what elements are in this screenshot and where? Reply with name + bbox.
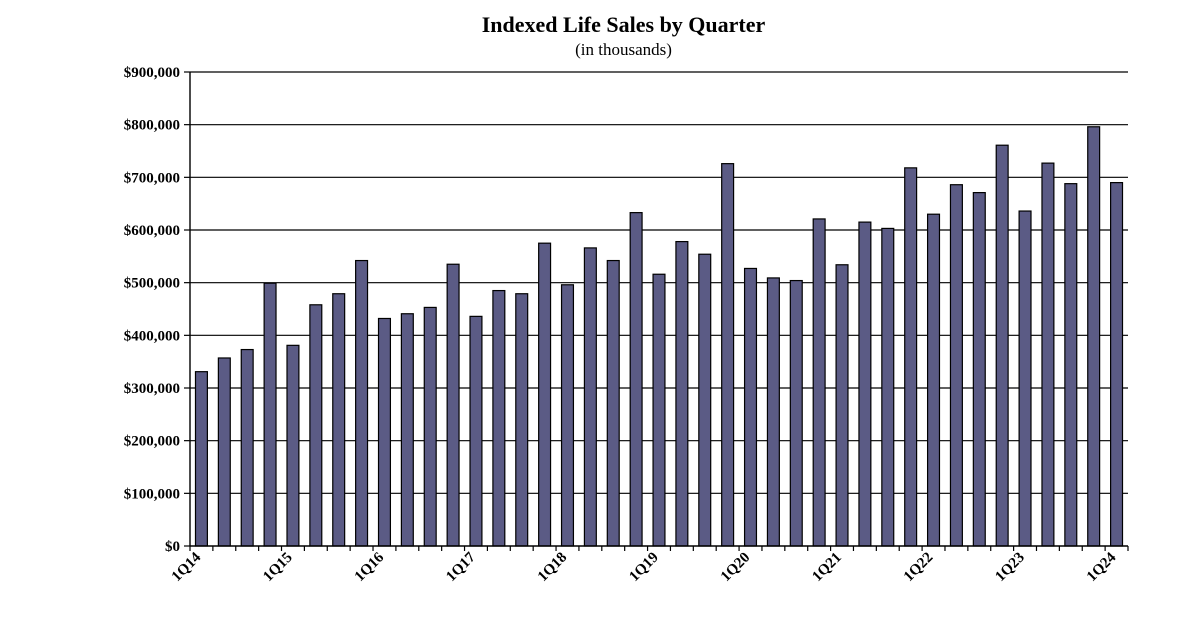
bar bbox=[217, 357, 231, 547]
bar bbox=[652, 273, 666, 547]
bar bbox=[926, 213, 941, 547]
chart-subtitle: (in thousands) bbox=[575, 40, 672, 59]
y-tick-label: $700,000 bbox=[124, 170, 180, 186]
y-tick-label: $300,000 bbox=[124, 381, 180, 397]
bar bbox=[583, 247, 597, 547]
bar bbox=[1087, 126, 1101, 547]
bar bbox=[995, 144, 1009, 547]
y-tick-label: $500,000 bbox=[124, 276, 180, 292]
x-tick-label: 1Q21 bbox=[809, 550, 844, 585]
y-tick-label: $600,000 bbox=[124, 223, 180, 239]
bar bbox=[492, 289, 506, 547]
bar bbox=[812, 218, 826, 547]
bar bbox=[1041, 162, 1055, 547]
bar bbox=[1018, 210, 1032, 547]
y-tick-label: $400,000 bbox=[124, 328, 180, 344]
bar bbox=[698, 253, 712, 547]
bar bbox=[538, 242, 552, 547]
bar bbox=[286, 344, 300, 547]
x-tick-label: 1Q20 bbox=[718, 550, 753, 585]
bar bbox=[972, 192, 986, 547]
bar bbox=[240, 348, 254, 547]
y-tick-label: $200,000 bbox=[124, 434, 180, 450]
bar bbox=[194, 371, 208, 547]
y-tick-labels: $0 $100,000 $200,000 $300,000 $400,000 $500,0… bbox=[124, 65, 180, 555]
bar bbox=[949, 184, 963, 547]
bar bbox=[743, 267, 758, 547]
bars bbox=[194, 126, 1124, 547]
bar bbox=[469, 315, 483, 547]
bar bbox=[377, 317, 392, 547]
axes bbox=[184, 71, 1129, 551]
bar bbox=[446, 263, 460, 547]
bar bbox=[606, 259, 620, 547]
bar bbox=[423, 306, 437, 547]
x-tick-label: 1Q19 bbox=[626, 550, 661, 585]
bar bbox=[263, 282, 277, 547]
bar bbox=[560, 284, 575, 547]
bar bbox=[629, 212, 643, 547]
chart-title: Indexed Life Sales by Quarter bbox=[481, 12, 766, 37]
x-tick-label: 1Q18 bbox=[535, 550, 570, 585]
bar bbox=[309, 304, 323, 547]
bar bbox=[881, 227, 895, 547]
bar bbox=[766, 277, 780, 547]
x-tick-label: 1Q22 bbox=[901, 550, 936, 585]
y-tick-label: $900,000 bbox=[124, 65, 180, 81]
bar bbox=[400, 313, 414, 547]
y-tick-label: $100,000 bbox=[124, 486, 180, 502]
x-tick-label: 1Q15 bbox=[260, 550, 295, 585]
bar bbox=[858, 221, 872, 547]
bar bbox=[835, 264, 849, 547]
bar bbox=[675, 240, 689, 547]
x-tick-label: 1Q16 bbox=[352, 549, 388, 585]
bar bbox=[332, 293, 346, 547]
bar bbox=[515, 293, 529, 547]
y-tick-label: $0 bbox=[165, 539, 180, 555]
x-tick-label: 1Q24 bbox=[1084, 549, 1120, 585]
bar bbox=[1110, 182, 1124, 547]
bar bbox=[355, 259, 369, 547]
x-tick-labels: 1Q14 1Q15 1Q16 1Q17 1Q18 1Q19 1Q20 1Q21 1Q22 1Q23… bbox=[169, 549, 1120, 585]
bar bbox=[1064, 183, 1078, 547]
bar bbox=[904, 167, 918, 547]
x-tick-label: 1Q17 bbox=[443, 549, 479, 585]
bar bbox=[721, 163, 735, 547]
x-tick-label: 1Q23 bbox=[992, 550, 1027, 585]
y-tick-label: $800,000 bbox=[124, 118, 180, 134]
bar bbox=[789, 279, 803, 547]
